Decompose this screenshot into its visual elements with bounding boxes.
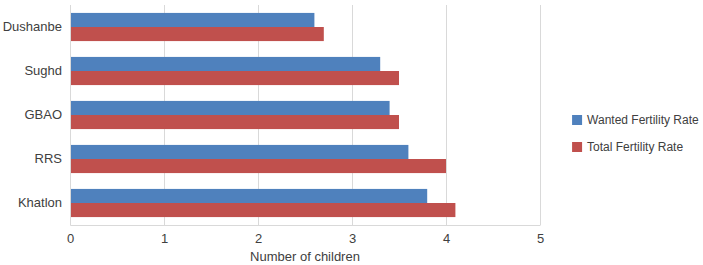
bar <box>70 13 314 27</box>
y-axis: Dushanbe Sughd GBAO RRS Khatlon <box>3 6 71 226</box>
grid <box>70 5 540 225</box>
plot: 0 1 2 3 4 5 Dushanbe Sughd GBAO RRS Khatlon <box>3 5 544 246</box>
x-tick-label: 3 <box>349 231 356 246</box>
y-tick-label: GBAO <box>24 107 62 122</box>
x-tick: 3 <box>349 225 356 246</box>
y-tick-label: Sughd <box>24 63 62 78</box>
x-axis: 0 1 2 3 4 5 <box>67 225 544 246</box>
bar <box>70 57 380 71</box>
bar-series <box>70 27 455 217</box>
y-tick: GBAO <box>24 107 70 122</box>
x-tick-label: 2 <box>255 231 262 246</box>
bar <box>70 115 399 129</box>
grid-line <box>446 5 447 225</box>
legend-swatch <box>572 115 582 125</box>
legend-label: Wanted Fertility Rate <box>587 113 699 127</box>
x-axis-line <box>71 225 541 226</box>
legend-item: Total Fertility Rate <box>572 140 683 154</box>
bar-series <box>70 13 427 203</box>
bar <box>70 159 446 173</box>
legend: Wanted Fertility Rate Total Fertility Rat… <box>572 113 699 154</box>
x-tick-label: 1 <box>161 231 168 246</box>
legend-label: Total Fertility Rate <box>587 140 683 154</box>
x-tick-label: 5 <box>537 231 544 246</box>
bar <box>70 101 390 115</box>
x-tick: 1 <box>161 225 168 246</box>
grid-line <box>540 5 541 225</box>
legend-item: Wanted Fertility Rate <box>572 113 699 127</box>
bar <box>70 71 399 85</box>
x-tick: 0 <box>67 225 74 246</box>
y-tick-label: Khatlon <box>18 195 62 210</box>
x-tick: 2 <box>255 225 262 246</box>
bar <box>70 203 455 217</box>
legend-swatch <box>572 142 582 152</box>
y-tick-label: Dushanbe <box>3 19 62 34</box>
bar <box>70 145 408 159</box>
x-tick: 4 <box>443 225 450 246</box>
bar <box>70 189 427 203</box>
bars <box>70 13 455 217</box>
chart: 0 1 2 3 4 5 Dushanbe Sughd GBAO RRS Khatlon Number … <box>0 0 703 265</box>
bar <box>70 27 324 41</box>
y-tick-label: RRS <box>35 151 63 166</box>
grid-line <box>70 5 71 225</box>
y-tick: Khatlon <box>18 195 70 210</box>
y-tick: Sughd <box>24 63 70 78</box>
y-tick: RRS <box>35 151 70 166</box>
y-axis-line <box>70 6 71 226</box>
x-axis-title: Number of children <box>250 249 360 264</box>
x-tick: 5 <box>537 225 544 246</box>
x-tick-label: 4 <box>443 231 450 246</box>
x-tick-label: 0 <box>67 231 74 246</box>
y-tick: Dushanbe <box>3 19 70 34</box>
